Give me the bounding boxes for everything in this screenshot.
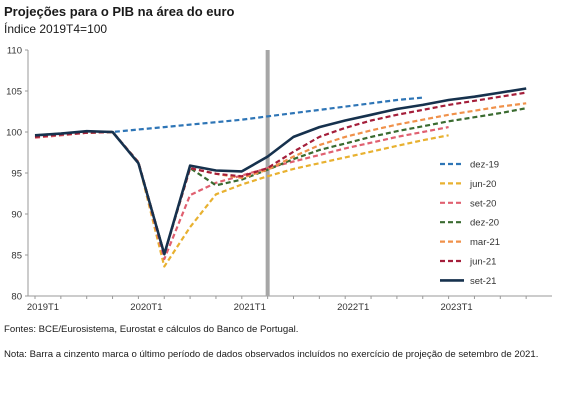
y-tick-label: 105 <box>6 87 22 98</box>
series-lines <box>34 87 527 268</box>
legend-label: jun-21 <box>469 257 496 268</box>
legend-label: dez-19 <box>470 160 499 171</box>
series-line-dez-20 <box>34 107 527 256</box>
series-line-set-21 <box>34 87 527 256</box>
observed-data-marker <box>265 50 270 296</box>
x-tick-label: 2023T1 <box>440 302 472 313</box>
series-line-jun-21 <box>34 91 527 256</box>
legend-label: jun-20 <box>469 179 496 190</box>
legend: dez-19 jun-20 set-20 dez-20 mar-21 jun-21 set-… <box>440 160 500 287</box>
legend-label: set-21 <box>470 276 496 287</box>
y-tick-label: 110 <box>7 46 22 57</box>
footnote: Nota: Barra a cinzento marca o último pe… <box>4 349 539 360</box>
y-tick-label: 90 <box>11 210 22 221</box>
x-tick-label: 2022T1 <box>337 302 369 313</box>
chart-title: Projeções para o PIB na área do euro <box>4 4 235 19</box>
axes: 80 85 90 95 100 105 110 2019T1 2020T1 2021T1 2022T… <box>6 46 552 313</box>
line-chart: 80 85 90 95 100 105 110 2019T1 2020T1 2021T1 2022T… <box>6 46 552 313</box>
series-line-jun-20 <box>34 130 449 268</box>
observed-data-bar <box>265 50 270 296</box>
y-tick-label: 80 <box>11 292 22 303</box>
source-note: Fontes: BCE/Eurosistema, Eurostat e cálc… <box>4 324 299 335</box>
x-tick-label: 2021T1 <box>234 302 266 313</box>
x-tick-label: 2020T1 <box>130 302 162 313</box>
x-tick-label: 2019T1 <box>27 302 59 313</box>
series-line-set-20 <box>34 126 449 261</box>
legend-label: set-20 <box>470 198 496 209</box>
legend-label: dez-20 <box>470 218 499 229</box>
y-tick-label: 100 <box>6 128 22 139</box>
series-line-mar-21 <box>34 102 527 256</box>
chart-subtitle: Índice 2019T4=100 <box>4 22 108 36</box>
legend-label: mar-21 <box>470 237 500 248</box>
y-tick-label: 85 <box>11 251 22 262</box>
y-tick-label: 95 <box>11 169 22 180</box>
